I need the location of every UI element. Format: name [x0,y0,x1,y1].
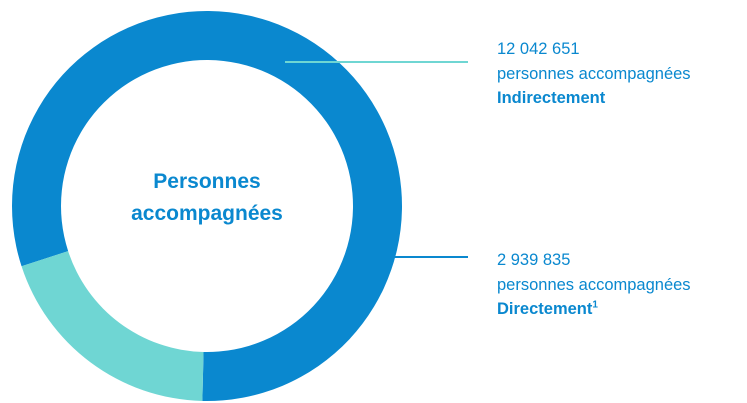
callout-direct-category: Directement [497,300,593,318]
callout-direct-text: personnes accompagnées [497,275,691,294]
center-label-line-1: Personnes [153,170,261,193]
slice-direct [21,251,204,401]
callout-indirect: 12 042 651 personnes accompagnées Indire… [497,37,691,111]
callout-direct-category-line: Directement1 [497,297,691,322]
callout-indirect-category: Indirectement [497,89,606,107]
center-label-line-2: accompagnées [131,202,283,225]
callout-indirect-text: personnes accompagnées [497,64,691,83]
footnote-marker: 1 [592,299,598,311]
callout-direct: 2 939 835 personnes accompagnées Directe… [497,248,691,322]
chart-center-label: Personnes accompagnées [99,166,315,230]
callout-direct-value: 2 939 835 [497,251,571,269]
callout-indirect-value: 12 042 651 [497,40,580,58]
